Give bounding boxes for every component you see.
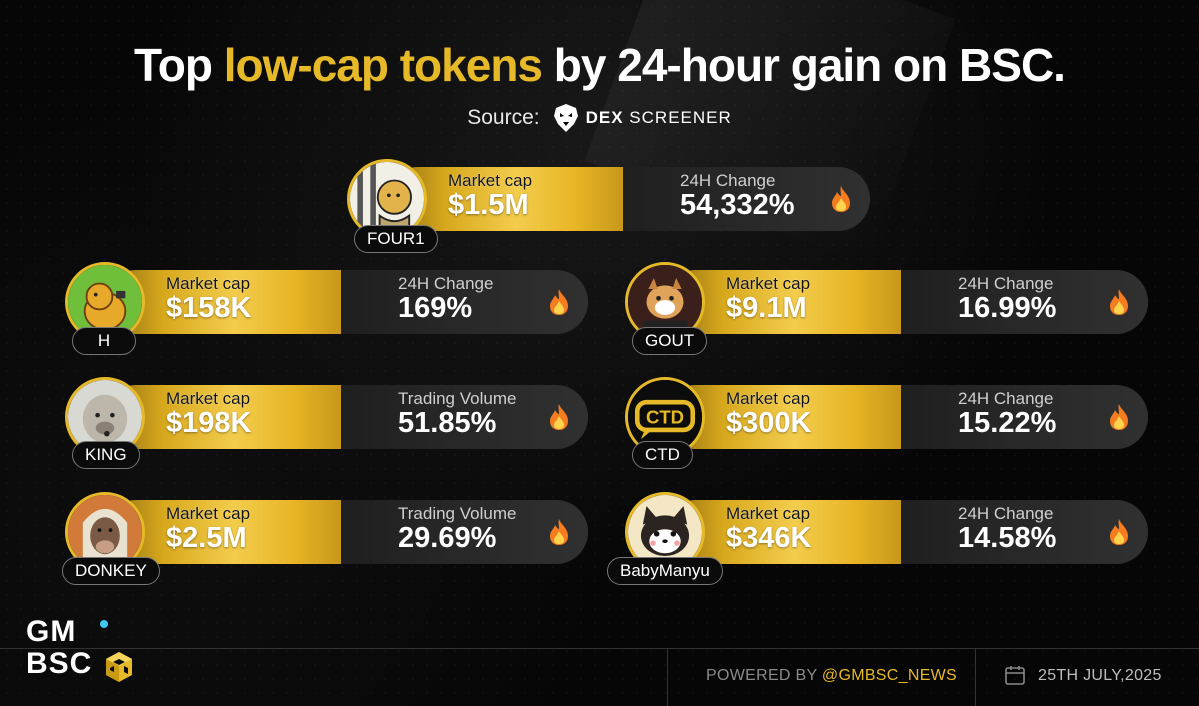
source-line: Source: DEX SCREENER [0, 102, 1199, 134]
token-card-gout: Market cap $9.1M 24H Change 16.99% [664, 270, 1148, 334]
page-title: Top low-cap tokens by 24-hour gain on BS… [0, 38, 1199, 92]
change-value: 169% [398, 292, 473, 324]
market-cap-value: $198K [166, 407, 252, 439]
card-dark-section [341, 270, 588, 334]
footer-divider [0, 648, 1199, 649]
title-pre: Top [134, 39, 224, 91]
change-value: 16.99% [958, 292, 1057, 324]
footer-separator [975, 648, 976, 706]
market-cap-value: $158K [166, 292, 252, 324]
token-card-donkey: Market cap $2.5M Trading Volume 29.69% [104, 500, 588, 564]
card-dark-section [901, 500, 1148, 564]
twitter-handle-link[interactable]: @GMBSC_NEWS [821, 667, 958, 684]
token-card-babymanyu: Market cap $346K 24H Change 14.58% [664, 500, 1148, 564]
card-dark-section [901, 270, 1148, 334]
change-value: 15.22% [958, 407, 1057, 439]
market-cap-label: Market cap [166, 274, 251, 293]
token-card-h: Market cap $158K 24H Change 169% [104, 270, 588, 334]
change-label: Trading Volume [398, 389, 517, 408]
token-name-tag: GOUT [632, 327, 708, 355]
market-cap-label: Market cap [726, 274, 811, 293]
change-value: 51.85% [398, 407, 497, 439]
token-card-four1: Market cap $1.5M 24H Change 54,332% [386, 167, 870, 231]
market-cap-label: Market cap [166, 504, 251, 523]
title-post: by 24-hour gain on BSC. [542, 39, 1066, 91]
market-cap-value: $300K [726, 407, 812, 439]
fire-icon [832, 186, 850, 212]
calendar-icon [1005, 666, 1025, 685]
token-card-ctd: Market cap $300K 24H Change 15.22% [664, 385, 1148, 449]
dexscreener-brand: DEX SCREENER [586, 108, 732, 128]
change-label: Trading Volume [398, 504, 517, 523]
token-name-tag: CTD [632, 441, 693, 469]
market-cap-value: $9.1M [726, 292, 807, 324]
title-highlight: low-cap tokens [223, 39, 543, 91]
change-value: 14.58% [958, 522, 1057, 554]
gmbsc-logo: GM BSC [26, 616, 92, 680]
dexscreener-logo-icon [553, 104, 578, 132]
brand-rest: SCREENER [629, 108, 732, 127]
change-label: 24H Change [958, 274, 1054, 293]
logo-dot [100, 620, 108, 628]
token-card-king: Market cap $198K Trading Volume 51.85% [104, 385, 588, 449]
token-name-tag: FOUR1 [354, 225, 438, 253]
brand-bold: DEX [585, 108, 624, 127]
card-dark-section [341, 500, 588, 564]
bnb-cube-icon [106, 652, 132, 682]
footer-separator [667, 648, 668, 706]
card-dark-section [341, 385, 588, 449]
logo-line2: BSC [26, 647, 93, 680]
change-value: 29.69% [398, 522, 497, 554]
change-value: 54,332% [680, 189, 795, 221]
market-cap-label: Market cap [726, 389, 811, 408]
powered-by: POWERED BY @GMBSC_NEWS [706, 667, 957, 685]
market-cap-value: $346K [726, 522, 812, 554]
market-cap-value: $2.5M [166, 522, 247, 554]
token-name-tag: KING [72, 441, 140, 469]
change-label: 24H Change [680, 171, 776, 190]
change-label: 24H Change [958, 389, 1054, 408]
market-cap-label: Market cap [726, 504, 811, 523]
fire-icon [550, 519, 568, 545]
token-name-tag: DONKEY [62, 557, 160, 585]
fire-icon [550, 404, 568, 430]
card-dark-section [623, 167, 870, 231]
token-name-tag: H [72, 327, 136, 355]
logo-line1: GM [26, 615, 77, 648]
post-date: 25TH JULY,2025 [1038, 667, 1162, 684]
market-cap-label: Market cap [448, 171, 533, 190]
fire-icon [1110, 519, 1128, 545]
powered-label: POWERED BY [706, 667, 822, 684]
fire-icon [1110, 289, 1128, 315]
card-dark-section [901, 385, 1148, 449]
ctd-logo-text: CTD [646, 406, 684, 427]
change-label: 24H Change [398, 274, 494, 293]
dexscreener-logo: DEX SCREENER [552, 102, 732, 134]
fire-icon [1110, 404, 1128, 430]
market-cap-label: Market cap [166, 389, 251, 408]
market-cap-value: $1.5M [448, 189, 529, 221]
source-label: Source: [467, 106, 540, 129]
change-label: 24H Change [958, 504, 1054, 523]
fire-icon [550, 289, 568, 315]
token-name-tag: BabyManyu [607, 557, 723, 585]
